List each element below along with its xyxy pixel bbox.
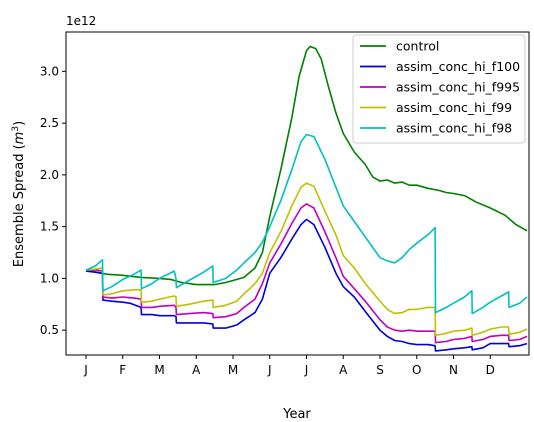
legend-label: assim_conc_hi_f98 bbox=[396, 121, 512, 136]
plot-area bbox=[65, 31, 530, 356]
y-axis-label: Ensemble Spread (m3) bbox=[11, 121, 27, 267]
x-tick-label: J bbox=[304, 363, 309, 377]
series-line-control bbox=[85, 45, 528, 286]
series-lines bbox=[85, 45, 528, 352]
x-tick-label: F bbox=[119, 363, 126, 377]
legend-box bbox=[352, 34, 526, 144]
y-tick-label: 1.0 bbox=[40, 271, 59, 285]
x-axis-label: Year bbox=[282, 407, 311, 422]
x-tick-label: S bbox=[376, 363, 384, 377]
series-line-assim-conc-hi-f99 bbox=[85, 182, 528, 337]
y-offset-text: 1e12 bbox=[66, 14, 96, 28]
legend-label: assim_conc_hi_f100 bbox=[396, 59, 520, 74]
y-tick-label: 2.0 bbox=[40, 168, 59, 182]
y-axis-label-exponent: 3 bbox=[11, 126, 21, 132]
x-tick-label: J bbox=[83, 363, 88, 377]
y-tick-label: 0.5 bbox=[40, 323, 59, 337]
x-tick-label: J bbox=[267, 363, 272, 377]
legend-label: control bbox=[396, 39, 439, 54]
legend-label: assim_conc_hi_f99 bbox=[396, 100, 512, 115]
y-axis-label-close: ) bbox=[12, 121, 27, 126]
y-tick-label: 2.5 bbox=[40, 116, 59, 130]
y-axis-label-unit: m bbox=[12, 132, 27, 145]
x-tick-label: N bbox=[449, 363, 458, 377]
x-tick-label: M bbox=[154, 363, 164, 377]
x-tick-label: O bbox=[412, 363, 421, 377]
legend: control assim_conc_hi_f100 assim_conc_hi_f… bbox=[352, 34, 526, 144]
series-line-assim-conc-hi-f98 bbox=[85, 133, 528, 315]
series-line-assim-conc-hi-f100 bbox=[85, 218, 528, 352]
y-axis-label-text: Ensemble Spread ( bbox=[12, 144, 27, 267]
series-line-assim-conc-hi-f995 bbox=[86, 203, 528, 344]
x-tick-label: M bbox=[228, 363, 238, 377]
y-tick-label: 1.5 bbox=[40, 220, 59, 234]
legend-label: assim_conc_hi_f995 bbox=[396, 80, 520, 95]
x-tick-label: A bbox=[339, 363, 348, 377]
y-tick-label: 3.0 bbox=[40, 64, 59, 78]
x-tick-label: A bbox=[192, 363, 201, 377]
y-axis: 0.5 1.0 1.5 2.0 2.5 3.0 bbox=[40, 64, 66, 337]
x-tick-label: D bbox=[486, 363, 495, 377]
